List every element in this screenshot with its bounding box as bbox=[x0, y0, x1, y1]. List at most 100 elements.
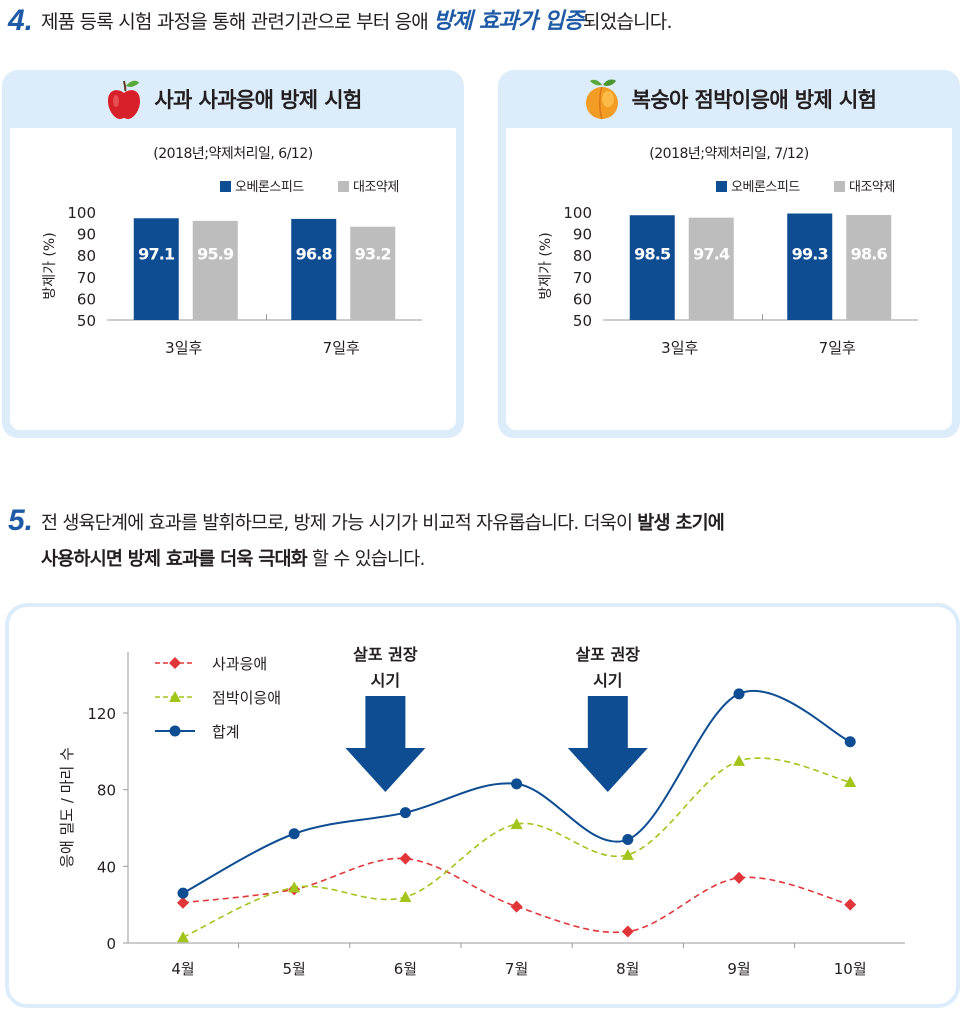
apple-bar-chart: (2018년;약제처리일, 6/12) 오베론스피드 대조약제 50 60 70 80 90 1… bbox=[42, 146, 422, 357]
section-5-line-1-text: 전 생육단계에 효과를 발휘하므로, 방제 가능 시기가 비교적 자유롭습니다.… bbox=[41, 513, 638, 534]
apple-ytick-60: 60 bbox=[77, 290, 96, 308]
series-point-합계-6월 bbox=[399, 807, 411, 819]
peach-ytick-80: 80 bbox=[573, 247, 592, 265]
mite-density-panel: 0 40 80 120 4월 5월 6월 7월 8월 9월 10월 응애 밀도 / 마리 수 살포 권장… bbox=[5, 603, 960, 1008]
line-chart-category-6월: 6월 bbox=[394, 960, 417, 978]
apple-ytick-90: 90 bbox=[77, 226, 96, 244]
line-chart-category-10월: 10월 bbox=[834, 960, 867, 978]
section-5-line-1: 전 생육단계에 효과를 발휘하므로, 방제 가능 시기가 비교적 자유롭습니다.… bbox=[41, 506, 725, 542]
peach-bar-label-대조약제-7일후: 98.6 bbox=[851, 245, 888, 264]
series-point-점박이응애-9월 bbox=[733, 754, 745, 766]
line-chart-ytick-0: 0 bbox=[106, 935, 116, 953]
section-4-text-after: 되었습니다. bbox=[583, 11, 672, 33]
section-4-highlight: 방제 효과가 입증 bbox=[433, 9, 584, 34]
line-chart-category-4월: 4월 bbox=[171, 960, 194, 978]
line-chart-ytick-120: 120 bbox=[87, 705, 116, 723]
recommended-timing-arrow-1 bbox=[567, 696, 648, 792]
recommended-timing-label-0-line2: 시기 bbox=[371, 671, 400, 690]
peach-icon bbox=[585, 79, 618, 120]
apple-ylabel: 방제가 (%) bbox=[42, 232, 58, 299]
section-5-line-2-text: 할 수 있습니다. bbox=[306, 549, 425, 570]
series-point-점박이응애-7월 bbox=[510, 818, 523, 830]
line-chart-category-5월: 5월 bbox=[283, 960, 306, 978]
peach-trial-body: (2018년;약제처리일, 7/12) 오베론스피드 대조약제 50 60 70 80 90 1… bbox=[506, 128, 952, 430]
section-5-heading: 5. 전 생육단계에 효과를 발휘하므로, 방제 가능 시기가 비교적 자유롭습… bbox=[8, 506, 958, 578]
peach-trial-title: 복숭아 점박이응애 방제 시험 bbox=[631, 88, 877, 112]
section-4-text: 제품 등록 시험 과정을 통해 관련기관으로 부터 응애 방제 효과가 입증되었… bbox=[41, 6, 672, 38]
peach-ytick-50: 50 bbox=[573, 312, 592, 330]
mite-density-line-chart: 0 40 80 120 4월 5월 6월 7월 8월 9월 10월 응애 밀도 / 마리 수 살포 권장… bbox=[58, 645, 905, 978]
legend-marker-사과응애 bbox=[169, 657, 181, 669]
recommended-timing-arrow-0 bbox=[345, 696, 426, 792]
apple-category-7일후: 7일후 bbox=[323, 339, 360, 357]
series-point-사과응애-4월 bbox=[177, 896, 189, 909]
apple-trial-title: 사과 사과응애 방제 시험 bbox=[154, 88, 362, 112]
series-point-합계-7월 bbox=[511, 778, 523, 790]
peach-bar-label-오베론스피드-7일후: 99.3 bbox=[792, 245, 828, 264]
apple-bar-오베론스피드-7일후 bbox=[291, 218, 337, 320]
peach-ylabel: 방제가 (%) bbox=[538, 232, 554, 299]
apple-bar-오베론스피드-3일후 bbox=[133, 218, 179, 320]
section-5-line-2-bold: 사용하시면 방제 효과를 더욱 극대화 bbox=[41, 549, 308, 570]
apple-bar-대조약제-7일후 bbox=[350, 226, 396, 320]
peach-legend-label-1: 대조약제 bbox=[849, 180, 895, 195]
legend-label-합계: 합계 bbox=[212, 723, 240, 741]
series-point-사과응애-10월 bbox=[844, 898, 857, 911]
apple-trial-panel: 사과 사과응애 방제 시험 (2018년;약제처리일, 6/12) 오베론스피드 대… bbox=[2, 70, 464, 438]
section-5-number: 5. bbox=[8, 504, 34, 537]
legend-marker-합계 bbox=[169, 725, 181, 737]
apple-legend-label-1: 대조약제 bbox=[353, 180, 399, 195]
apple-icon bbox=[108, 80, 141, 119]
recommended-timing-label-1-line2: 시기 bbox=[593, 671, 622, 690]
peach-legend-label-0: 오베론스피드 bbox=[731, 180, 800, 195]
section-4-number: 4. bbox=[8, 4, 34, 37]
peach-legend-swatch-0 bbox=[716, 181, 727, 192]
legend-marker-점박이응애 bbox=[169, 691, 181, 702]
peach-bar-label-오베론스피드-3일후: 98.5 bbox=[634, 245, 671, 264]
peach-bar-chart: (2018년;약제처리일, 7/12) 오베론스피드 대조약제 50 60 70 80 90 1… bbox=[538, 146, 918, 357]
series-point-점박이응애-5월 bbox=[288, 881, 301, 893]
apple-bar-label-대조약제-7일후: 93.2 bbox=[355, 245, 391, 264]
line-chart-ytick-40: 40 bbox=[97, 858, 116, 876]
apple-bar-label-오베론스피드-7일후: 96.8 bbox=[296, 245, 333, 264]
peach-ytick-90: 90 bbox=[573, 226, 592, 244]
recommended-timing-label-0-line1: 살포 권장 bbox=[353, 645, 418, 664]
series-point-점박이응애-6월 bbox=[399, 891, 412, 902]
recommended-timing-label-1-line1: 살포 권장 bbox=[576, 645, 641, 664]
series-point-점박이응애-4월 bbox=[177, 931, 189, 943]
section-4-text-before: 제품 등록 시험 과정을 통해 관련기관으로 부터 응애 bbox=[41, 11, 434, 33]
apple-bar-label-대조약제-3일후: 95.9 bbox=[197, 245, 234, 264]
line-chart-ylabel: 응애 밀도 / 마리 수 bbox=[58, 747, 76, 868]
section-5-text: 전 생육단계에 효과를 발휘하므로, 방제 가능 시기가 비교적 자유롭습니다.… bbox=[41, 506, 725, 578]
line-chart-category-9월: 9월 bbox=[727, 960, 750, 978]
line-chart-category-8월: 8월 bbox=[616, 960, 639, 978]
line-chart-category-7월: 7월 bbox=[505, 960, 528, 978]
apple-ytick-70: 70 bbox=[77, 269, 96, 287]
section-4-heading: 4. 제품 등록 시험 과정을 통해 관련기관으로 부터 응애 방제 효과가 입… bbox=[8, 6, 672, 38]
series-point-점박이응애-10월 bbox=[844, 776, 857, 787]
apple-legend-swatch-0 bbox=[220, 181, 231, 192]
peach-legend-swatch-1 bbox=[834, 181, 845, 192]
series-point-사과응애-6월 bbox=[399, 852, 412, 865]
peach-ytick-60: 60 bbox=[573, 290, 592, 308]
section-5-line-1-bold: 발생 초기에 bbox=[637, 513, 725, 534]
series-point-합계-4월 bbox=[177, 887, 189, 899]
peach-bar-대조약제-3일후 bbox=[688, 217, 734, 320]
series-point-사과응애-7월 bbox=[510, 900, 523, 913]
peach-bar-대조약제-7일후 bbox=[846, 215, 892, 320]
line-chart-ytick-80: 80 bbox=[97, 782, 116, 800]
series-point-합계-9월 bbox=[733, 688, 745, 700]
apple-legend-swatch-1 bbox=[338, 181, 349, 192]
apple-ytick-50: 50 bbox=[77, 312, 96, 330]
apple-category-3일후: 3일후 bbox=[165, 339, 202, 357]
series-point-합계-5월 bbox=[288, 828, 300, 840]
series-line-합계 bbox=[182, 690, 851, 895]
legend-label-사과응애: 사과응애 bbox=[212, 655, 267, 673]
peach-bar-오베론스피드-7일후 bbox=[787, 213, 833, 320]
series-point-사과응애-9월 bbox=[733, 871, 745, 884]
series-point-합계-8월 bbox=[622, 834, 634, 845]
peach-ytick-70: 70 bbox=[573, 269, 592, 287]
apple-trial-title-bar: 사과 사과응애 방제 시험 bbox=[2, 70, 464, 128]
apple-ytick-100: 100 bbox=[67, 204, 96, 222]
apple-ytick-80: 80 bbox=[77, 247, 96, 265]
